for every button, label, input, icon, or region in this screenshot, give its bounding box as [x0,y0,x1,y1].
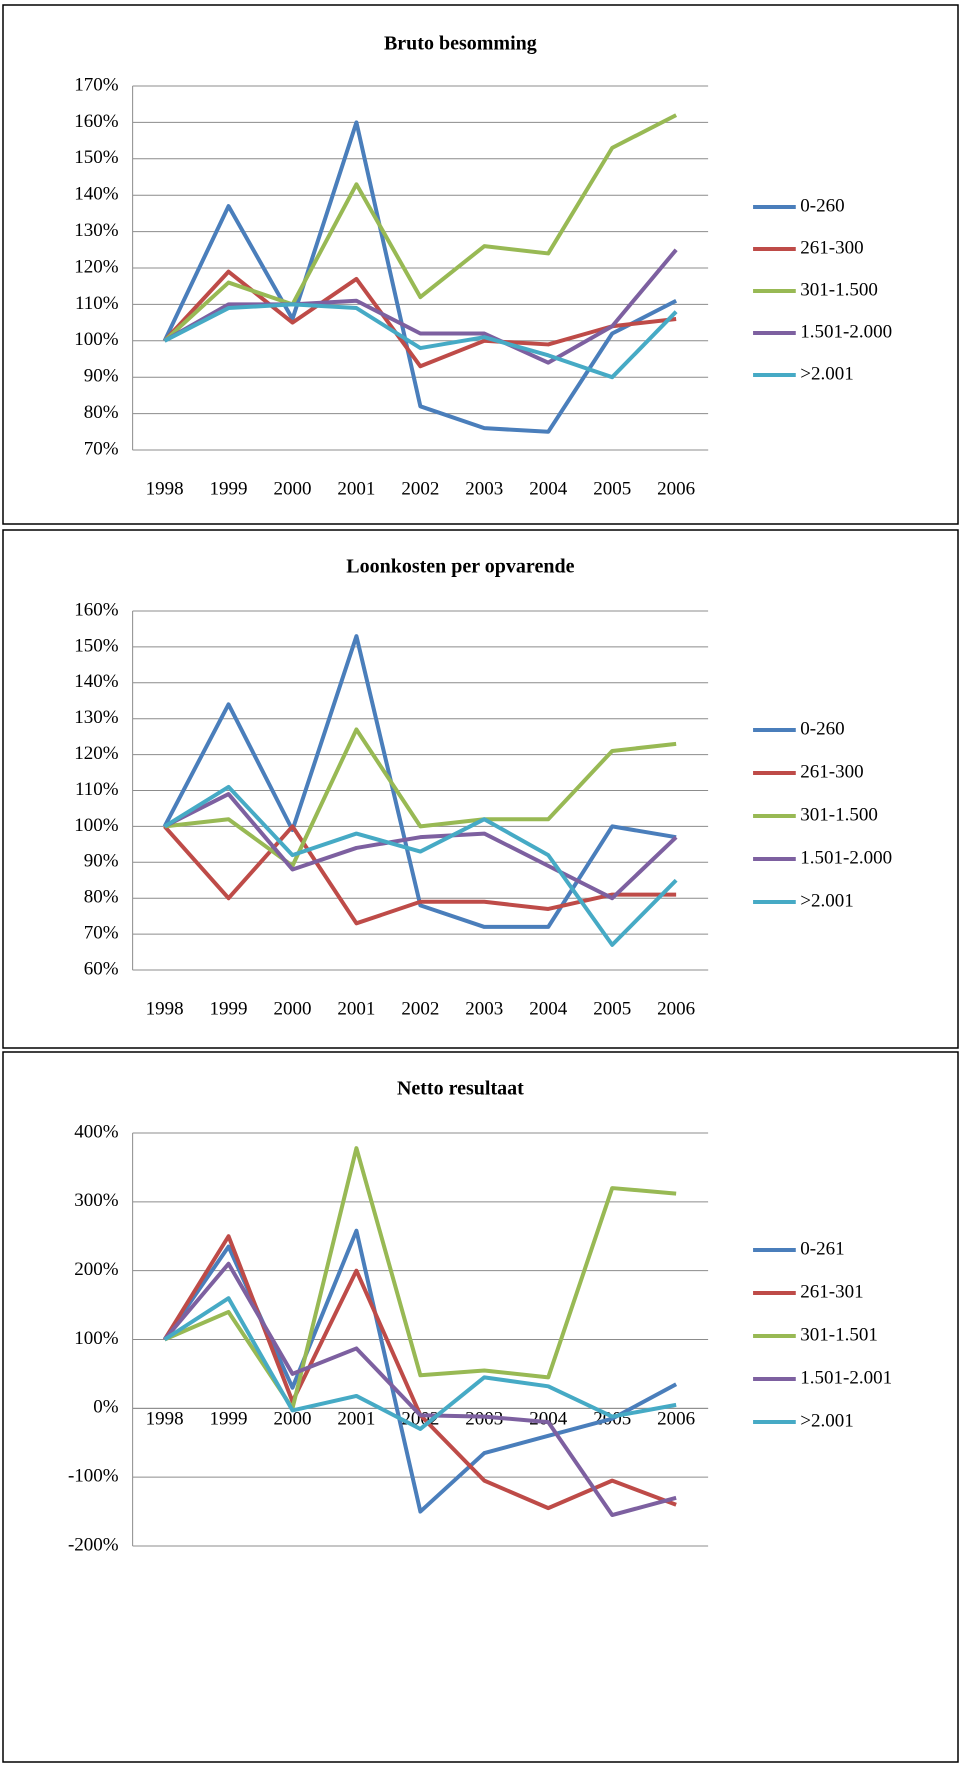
y-tick-label: 130% [74,220,119,241]
x-tick-label: 2003 [465,478,503,499]
y-tick-label: 120% [74,256,119,277]
y-tick-label: 70% [84,438,119,459]
y-tick-label: 80% [84,402,119,423]
legend-label: 1.501-2.000 [800,847,892,868]
x-tick-label: 1999 [210,478,248,499]
y-tick-label: 150% [74,147,119,168]
y-tick-label: 300% [74,1190,119,1211]
series-line [162,634,677,929]
x-tick-label: 2006 [657,478,695,499]
x-tick-label: 2005 [593,478,631,499]
series-line [162,120,678,434]
y-tick-label: 100% [74,329,119,350]
x-tick-label: 2003 [465,1409,503,1430]
chart-title: Netto resultaat [397,1078,524,1100]
x-tick-label: 2001 [337,478,375,499]
y-tick-label: 70% [84,922,119,943]
legend-label: 1.501-2.000 [800,321,892,342]
x-tick-label: 2000 [273,478,311,499]
x-tick-label: 1999 [210,998,248,1019]
y-tick-label: 110% [75,293,119,314]
legend-label: 0-260 [800,718,844,739]
y-tick-label: 140% [74,671,119,692]
legend-label: >2.001 [800,890,853,911]
x-tick-label: 2004 [529,998,568,1019]
x-tick-label: 2003 [465,998,503,1019]
x-tick-label: 2000 [273,998,311,1019]
x-tick-label: 2002 [401,478,439,499]
y-tick-label: 0% [93,1397,119,1418]
y-tick-label: 140% [74,184,119,205]
series-line [164,727,677,868]
x-tick-label: 2000 [273,1409,311,1430]
y-tick-label: 100% [74,1328,119,1349]
x-tick-label: 2004 [529,478,568,499]
y-tick-label: 160% [74,111,119,132]
chart-title: Bruto besomming [384,33,537,55]
x-tick-label: 2006 [657,1409,695,1430]
legend-label: 261-301 [800,1281,863,1302]
y-tick-label: 90% [84,366,119,387]
x-tick-label: 2004 [529,1409,568,1430]
y-tick-label: -100% [68,1466,119,1487]
series-line [163,792,678,901]
y-tick-label: 150% [74,635,119,656]
legend-label: 301-1.501 [800,1324,878,1345]
legend-label: 301-1.500 [800,279,878,300]
series-line [163,784,678,947]
y-tick-label: -200% [68,1534,119,1555]
series-line [163,113,678,343]
series-line [163,1296,677,1431]
legend-label: >2.001 [800,1410,853,1431]
series-line [163,1261,677,1518]
x-tick-label: 1998 [146,998,184,1019]
y-tick-label: 100% [74,815,119,836]
y-tick-label: 400% [74,1121,119,1142]
x-tick-label: 2002 [401,998,439,1019]
chart-frame [2,529,959,1049]
legend-label: >2.001 [800,363,853,384]
x-tick-label: 1998 [146,1409,184,1430]
legend-label: 1.501-2.001 [800,1367,892,1388]
series-line [163,1146,677,1411]
y-tick-label: 120% [74,743,119,764]
y-tick-label: 80% [84,887,119,908]
x-tick-label: 1999 [210,1409,248,1430]
x-tick-label: 1998 [146,478,184,499]
x-tick-label: 2001 [337,998,375,1019]
y-tick-label: 110% [75,779,119,800]
x-tick-label: 2005 [593,998,631,1019]
legend-label: 0-260 [800,195,844,216]
x-tick-label: 2001 [337,1409,375,1430]
series-line [163,248,678,365]
series-line [163,302,678,380]
x-tick-label: 2006 [657,998,695,1019]
legend-label: 0-261 [800,1238,844,1259]
y-tick-label: 160% [74,599,119,620]
y-tick-label: 130% [74,707,119,728]
y-tick-label: 90% [84,851,119,872]
y-tick-label: 200% [74,1259,119,1280]
series-line [163,824,677,926]
legend-label: 301-1.500 [800,804,878,825]
chart-title: Loonkosten per opvarende [346,556,574,578]
y-tick-label: 60% [84,958,119,979]
chart-frame [2,1051,959,1763]
legend-label: 261-300 [800,761,863,782]
legend-label: 261-300 [800,237,863,258]
y-tick-label: 170% [74,74,119,95]
chart-frame [2,4,959,525]
